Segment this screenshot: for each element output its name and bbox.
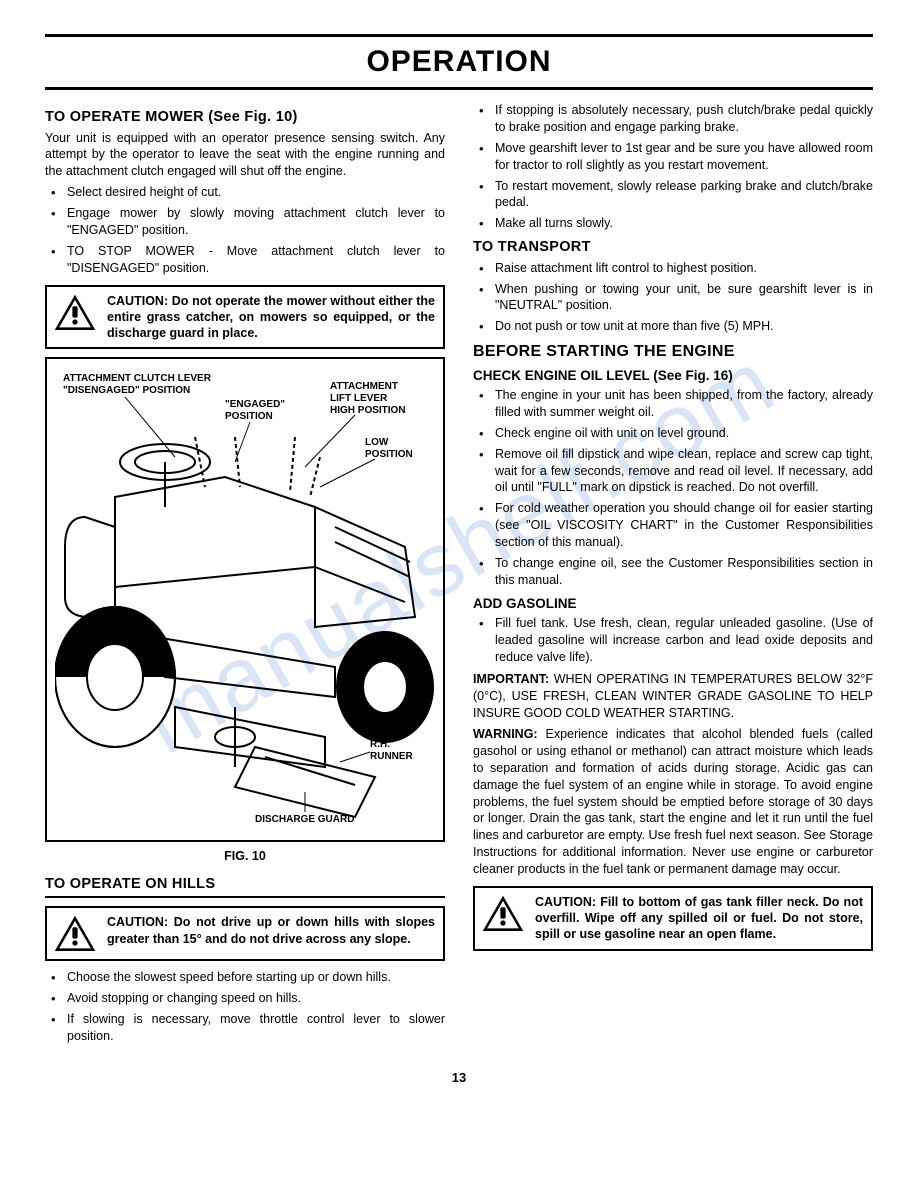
bullet-list: If stopping is absolutely necessary, pus… — [473, 102, 873, 232]
list-item: Check engine oil with unit on level grou… — [473, 425, 873, 442]
fig-label: LOW — [365, 437, 389, 448]
caution-text: CAUTION: Fill to bottom of gas tank fill… — [535, 894, 863, 943]
list-item: The engine in your unit has been shipped… — [473, 387, 873, 421]
page-number: 13 — [45, 1070, 873, 1085]
list-item: To change engine oil, see the Customer R… — [473, 555, 873, 589]
two-column-layout: TO OPERATE MOWER (See Fig. 10) Your unit… — [45, 102, 873, 1050]
right-column: If stopping is absolutely necessary, pus… — [473, 102, 873, 1050]
subsection-heading: ADD GASOLINE — [473, 595, 873, 613]
list-item: If stopping is absolutely necessary, pus… — [473, 102, 873, 136]
list-item: Select desired height of cut. — [45, 184, 445, 201]
warning-text: Experience indicates that alcohol blende… — [473, 727, 873, 876]
figure-10: ATTACHMENT CLUTCH LEVER "DISENGAGED" POS… — [45, 357, 445, 842]
section-heading: TO OPERATE MOWER (See Fig. 10) — [45, 108, 445, 128]
fig-label: ATTACHMENT CLUTCH LEVER — [63, 373, 212, 384]
intro-paragraph: Your unit is equipped with an operator p… — [45, 130, 445, 181]
list-item: Move gearshift lever to 1st gear and be … — [473, 140, 873, 174]
list-item: Avoid stopping or changing speed on hill… — [45, 990, 445, 1007]
caution-box: CAUTION: Do not drive up or down hills w… — [45, 906, 445, 961]
list-item: Do not push or tow unit at more than fiv… — [473, 318, 873, 335]
warning-triangle-icon — [53, 914, 97, 953]
list-item: When pushing or towing your unit, be sur… — [473, 281, 873, 315]
list-item: If slowing is necessary, move throttle c… — [45, 1011, 445, 1045]
important-lead: IMPORTANT: — [473, 672, 549, 686]
warning-triangle-icon — [481, 894, 525, 933]
fig-label: HIGH POSITION — [330, 405, 406, 416]
heading-rule — [45, 896, 445, 898]
section-heading: TO OPERATE ON HILLS — [45, 875, 445, 895]
important-paragraph: IMPORTANT: WHEN OPERATING IN TEMPERATURE… — [473, 671, 873, 722]
mower-diagram: ATTACHMENT CLUTCH LEVER "DISENGAGED" POS… — [55, 367, 435, 827]
bullet-list: Raise attachment lift control to highest… — [473, 260, 873, 336]
fig-label: DISCHARGE GUARD — [255, 814, 354, 825]
fig-label: POSITION — [225, 411, 273, 422]
fig-label: ATTACHMENT — [330, 381, 398, 392]
list-item: Choose the slowest speed before starting… — [45, 969, 445, 986]
fig-label: LIFT LEVER — [330, 393, 388, 404]
section-heading: BEFORE STARTING THE ENGINE — [473, 341, 873, 363]
warning-lead: WARNING: — [473, 727, 538, 741]
fig-label: "ENGAGED" — [225, 399, 285, 410]
caution-text: CAUTION: Do not drive up or down hills w… — [107, 914, 435, 947]
page-title: OPERATION — [45, 45, 873, 79]
figure-caption: FIG. 10 — [45, 848, 445, 865]
list-item: Fill fuel tank. Use fresh, clean, regula… — [473, 615, 873, 666]
list-item: Make all turns slowly. — [473, 215, 873, 232]
fig-label: "DISENGAGED" POSITION — [63, 385, 190, 396]
fig-label: RUNNER — [370, 751, 414, 762]
title-underline — [45, 87, 873, 90]
fig-label: POSITION — [365, 449, 413, 460]
page-content: OPERATION TO OPERATE MOWER (See Fig. 10)… — [45, 34, 873, 1085]
bullet-list: The engine in your unit has been shipped… — [473, 387, 873, 589]
subsection-heading: CHECK ENGINE OIL LEVEL (See Fig. 16) — [473, 367, 873, 385]
warning-paragraph: WARNING: Experience indicates that alcoh… — [473, 726, 873, 878]
warning-triangle-icon — [53, 293, 97, 332]
fig-label: R.H. — [370, 739, 390, 750]
bullet-list: Fill fuel tank. Use fresh, clean, regula… — [473, 615, 873, 666]
left-column: TO OPERATE MOWER (See Fig. 10) Your unit… — [45, 102, 445, 1050]
caution-text: CAUTION: Do not operate the mower withou… — [107, 293, 435, 342]
list-item: To restart movement, slowly release park… — [473, 178, 873, 212]
list-item: Remove oil fill dipstick and wipe clean,… — [473, 446, 873, 497]
top-rule — [45, 34, 873, 37]
list-item: Engage mower by slowly moving attachment… — [45, 205, 445, 239]
caution-box: CAUTION: Do not operate the mower withou… — [45, 285, 445, 350]
caution-box: CAUTION: Fill to bottom of gas tank fill… — [473, 886, 873, 951]
bullet-list: Select desired height of cut. Engage mow… — [45, 184, 445, 276]
list-item: Raise attachment lift control to highest… — [473, 260, 873, 277]
bullet-list: Choose the slowest speed before starting… — [45, 969, 445, 1045]
list-item: For cold weather operation you should ch… — [473, 500, 873, 551]
list-item: TO STOP MOWER - Move attachment clutch l… — [45, 243, 445, 277]
section-heading: TO TRANSPORT — [473, 238, 873, 258]
